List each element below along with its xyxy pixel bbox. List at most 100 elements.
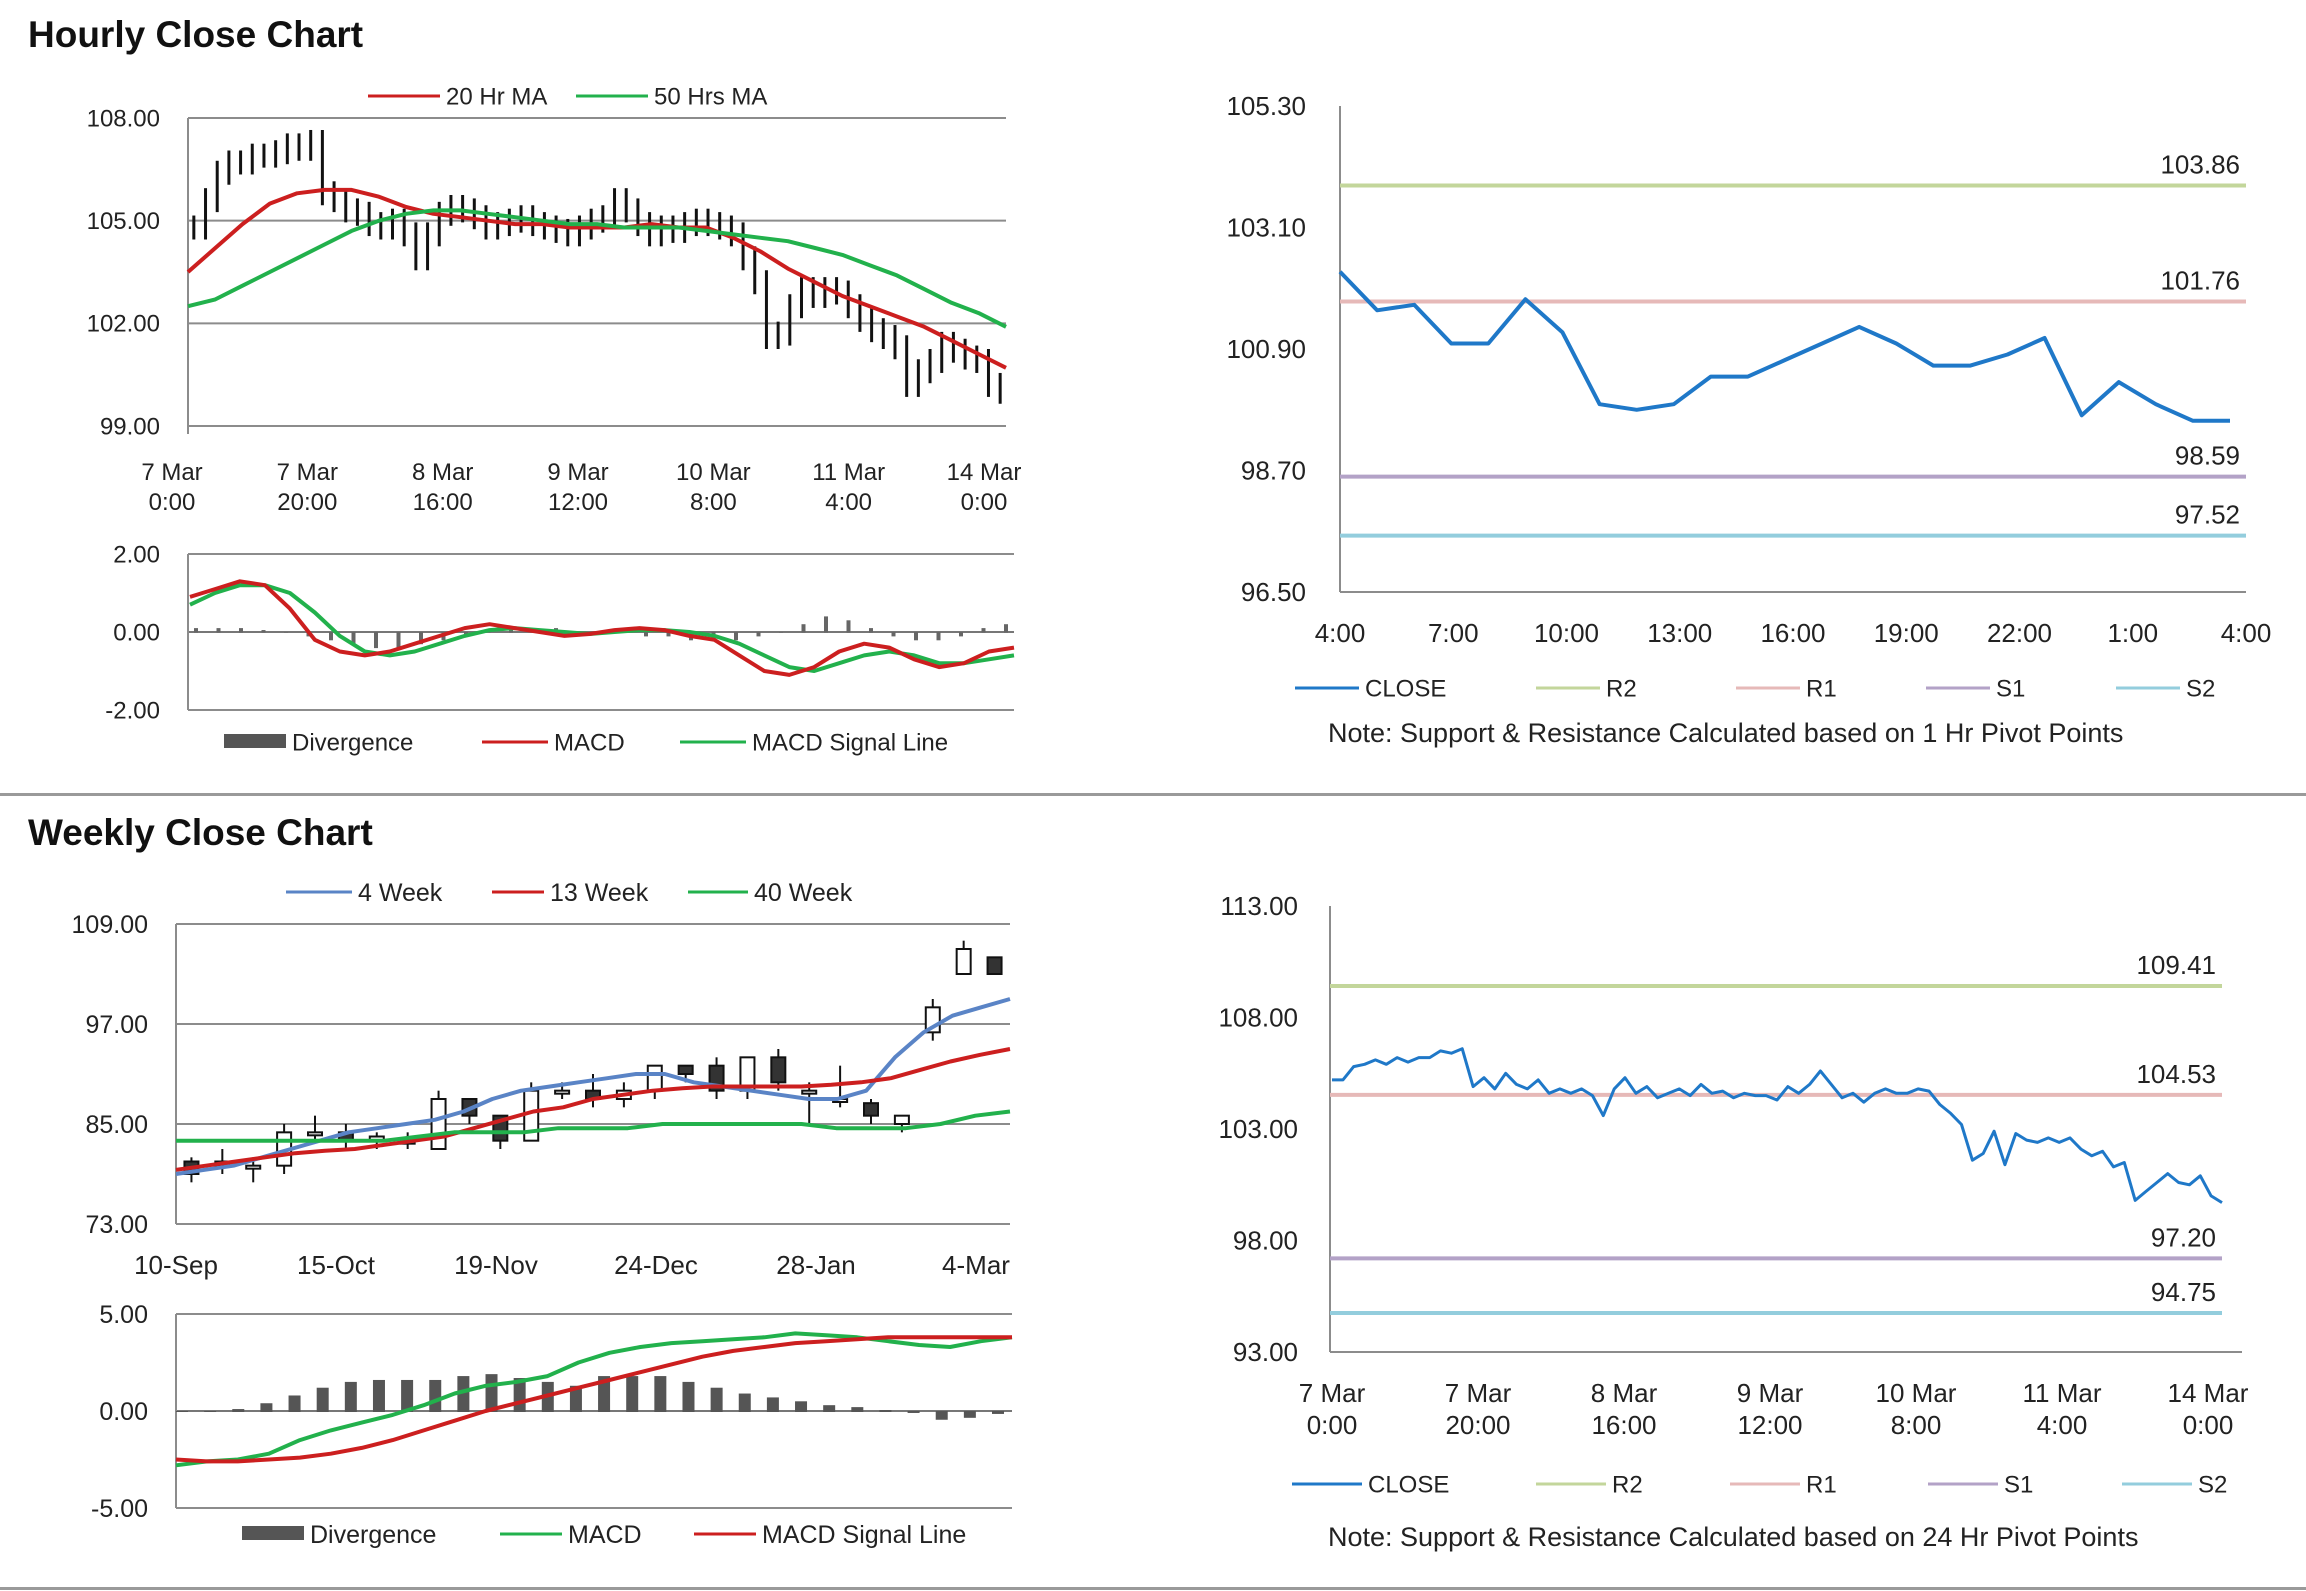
x-tick-label: 12:00 bbox=[548, 489, 608, 516]
legend-label: 13 Week bbox=[550, 879, 649, 907]
divergence-bar bbox=[204, 1411, 217, 1412]
x-tick-label: 16:00 bbox=[1760, 618, 1825, 648]
x-tick-label: 24-Dec bbox=[614, 1250, 698, 1280]
y-tick-label: 98.00 bbox=[1233, 1226, 1298, 1256]
x-tick-label: 4-Mar bbox=[942, 1250, 1010, 1280]
weekly-price-chart: 109.00 97.00 85.00 73.00 10-Sep 15-Oct 19-Nov 2… bbox=[72, 879, 1011, 1280]
ma-line-13-week bbox=[175, 1047, 1011, 1172]
legend-label: R1 bbox=[1806, 1471, 1837, 1498]
candle-body bbox=[554, 1089, 571, 1095]
divergence-bar bbox=[823, 1405, 836, 1412]
x-tick-label: 16:00 bbox=[413, 489, 473, 516]
x-tick-label: 7 Mar bbox=[1445, 1378, 1512, 1408]
y-tick-label: 98.70 bbox=[1241, 456, 1306, 486]
divergence-bar bbox=[351, 632, 356, 645]
x-tick-label: 20:00 bbox=[277, 489, 337, 516]
ma-line-40-week bbox=[176, 1109, 1011, 1143]
divergence-bar bbox=[851, 1407, 864, 1412]
hourly-pivot-note: Note: Support & Resistance Calculated ba… bbox=[1328, 718, 2124, 748]
weekly-macd-chart: 5.00 0.00 -5.00 Divergence MACD MACD Signal L… bbox=[91, 1301, 1013, 1549]
macd-signal-line bbox=[175, 1335, 1012, 1464]
weekly-section-title: Weekly Close Chart bbox=[28, 812, 373, 853]
y-tick-label: 103.00 bbox=[1218, 1114, 1298, 1144]
x-tick-label: 10-Sep bbox=[134, 1250, 218, 1280]
legend-label: Divergence bbox=[310, 1521, 436, 1549]
x-tick-label: 7 Mar bbox=[277, 459, 338, 486]
y-tick-label: 103.10 bbox=[1226, 213, 1306, 243]
divergence-bar bbox=[194, 628, 198, 633]
y-tick-label: 5.00 bbox=[99, 1301, 148, 1329]
y-tick-label: 96.50 bbox=[1241, 577, 1306, 607]
divergence-bar bbox=[766, 1397, 779, 1412]
close-line bbox=[1332, 1047, 2223, 1204]
divergence-bar bbox=[869, 628, 873, 633]
y-tick-label: 73.00 bbox=[85, 1211, 148, 1239]
x-tick-label: 14 Mar bbox=[2168, 1378, 2249, 1408]
ma-line-20-hr-ma bbox=[186, 187, 1007, 370]
legend-label: R2 bbox=[1612, 1471, 1643, 1498]
macd-line bbox=[189, 579, 1015, 677]
section-divider bbox=[0, 793, 2306, 796]
x-tick-label: 15-Oct bbox=[297, 1250, 376, 1280]
x-tick-label: 9 Mar bbox=[547, 459, 608, 486]
pivot-label-r2: 103.86 bbox=[2160, 150, 2240, 180]
ma-line-50-hrs-ma bbox=[187, 208, 1007, 329]
divergence-bar bbox=[374, 632, 378, 649]
x-tick-label: 9 Mar bbox=[1737, 1378, 1804, 1408]
candle-body bbox=[770, 1056, 787, 1084]
divergence-bar bbox=[626, 1376, 639, 1412]
legend-label: S1 bbox=[2004, 1471, 2033, 1498]
x-tick-label: 13:00 bbox=[1647, 618, 1712, 648]
x-tick-label: 10 Mar bbox=[676, 459, 751, 486]
divergence-bar bbox=[734, 632, 738, 641]
hourly-close-chart: 105.30 103.10 100.90 98.70 96.50 103.86 101.76… bbox=[1226, 91, 2272, 702]
divergence-bar bbox=[801, 624, 806, 633]
divergence-bar bbox=[644, 632, 648, 637]
pivot-label-r1: 101.76 bbox=[2160, 266, 2240, 296]
legend-label: MACD bbox=[568, 1521, 642, 1549]
candle-body bbox=[430, 1098, 447, 1150]
x-tick-label: 19-Nov bbox=[454, 1250, 538, 1280]
candle-body bbox=[307, 1131, 323, 1137]
divergence-bar bbox=[914, 632, 918, 641]
divergence-bar bbox=[936, 632, 941, 641]
x-tick-label: 10:00 bbox=[1534, 618, 1599, 648]
divergence-bar bbox=[372, 1379, 385, 1412]
x-tick-label: 7 Mar bbox=[1299, 1378, 1366, 1408]
y-tick-label: 0.00 bbox=[99, 1398, 148, 1426]
y-tick-label: 109.00 bbox=[72, 911, 148, 939]
x-tick-label: 8:00 bbox=[1891, 1410, 1942, 1440]
x-tick-label: 4:00 bbox=[825, 489, 872, 516]
x-tick-label: 0:00 bbox=[961, 489, 1008, 516]
x-tick-label: 10 Mar bbox=[1876, 1378, 1957, 1408]
x-tick-label: 7 Mar bbox=[141, 459, 202, 486]
divergence-bar bbox=[907, 1411, 920, 1413]
pivot-label-r1: 104.53 bbox=[2136, 1059, 2216, 1089]
x-tick-label: 11 Mar bbox=[812, 459, 885, 486]
divergence-bar bbox=[396, 632, 401, 649]
candle-body bbox=[245, 1164, 262, 1170]
x-tick-label: 28-Jan bbox=[776, 1250, 856, 1280]
x-tick-label: 12:00 bbox=[1737, 1410, 1802, 1440]
legend-label: 40 Week bbox=[754, 879, 853, 907]
x-tick-label: 4:00 bbox=[2221, 618, 2272, 648]
divergence-bar bbox=[232, 1409, 245, 1412]
hourly-price-chart: 108.00 105.00 102.00 99.00 7 Mar 0:00 7 Mar 20:… bbox=[87, 83, 1022, 516]
y-tick-label: 113.00 bbox=[1220, 891, 1298, 921]
y-tick-label: -2.00 bbox=[105, 697, 160, 724]
y-tick-label: 0.00 bbox=[113, 619, 160, 646]
divergence-bar bbox=[239, 628, 243, 633]
candle-body bbox=[986, 956, 1003, 976]
divergence-bar bbox=[485, 1374, 498, 1412]
x-tick-label: 22:00 bbox=[1987, 618, 2052, 648]
divergence-bar bbox=[992, 1411, 1004, 1414]
x-tick-label: 8 Mar bbox=[412, 459, 473, 486]
legend-label: R1 bbox=[1806, 675, 1837, 702]
y-tick-label: 108.00 bbox=[1218, 1003, 1298, 1033]
x-tick-label: 0:00 bbox=[2183, 1410, 2234, 1440]
y-tick-label: 97.00 bbox=[85, 1011, 148, 1039]
candle-body bbox=[893, 1114, 910, 1126]
legend-label: S2 bbox=[2198, 1471, 2227, 1498]
legend-label: CLOSE bbox=[1365, 675, 1446, 702]
pivot-label-s2: 97.52 bbox=[2175, 500, 2240, 530]
